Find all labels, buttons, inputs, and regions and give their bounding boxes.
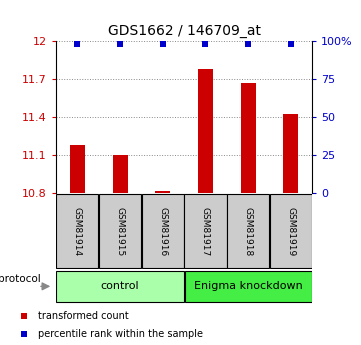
Text: control: control — [101, 282, 139, 291]
Bar — [99, 194, 141, 268]
Bar — [227, 194, 269, 268]
Bar — [155, 191, 170, 193]
Bar — [241, 83, 256, 193]
Bar — [184, 271, 312, 302]
Text: transformed count: transformed count — [38, 311, 129, 321]
Bar — [142, 194, 184, 268]
Text: percentile rank within the sample: percentile rank within the sample — [38, 329, 203, 339]
Bar — [70, 145, 85, 193]
Bar — [184, 194, 227, 268]
Text: Enigma knockdown: Enigma knockdown — [194, 282, 303, 291]
Text: GSM81918: GSM81918 — [244, 207, 253, 256]
Bar — [283, 114, 299, 193]
Text: protocol: protocol — [0, 274, 41, 284]
Text: GSM81916: GSM81916 — [158, 207, 167, 256]
Bar — [56, 271, 184, 302]
Bar — [56, 194, 99, 268]
Text: GSM81917: GSM81917 — [201, 207, 210, 256]
Text: GSM81915: GSM81915 — [116, 207, 125, 256]
Bar — [198, 69, 213, 193]
Title: GDS1662 / 146709_at: GDS1662 / 146709_at — [108, 23, 261, 38]
Bar — [113, 155, 127, 193]
Text: GSM81914: GSM81914 — [73, 207, 82, 256]
Text: GSM81919: GSM81919 — [286, 207, 295, 256]
Bar — [270, 194, 312, 268]
